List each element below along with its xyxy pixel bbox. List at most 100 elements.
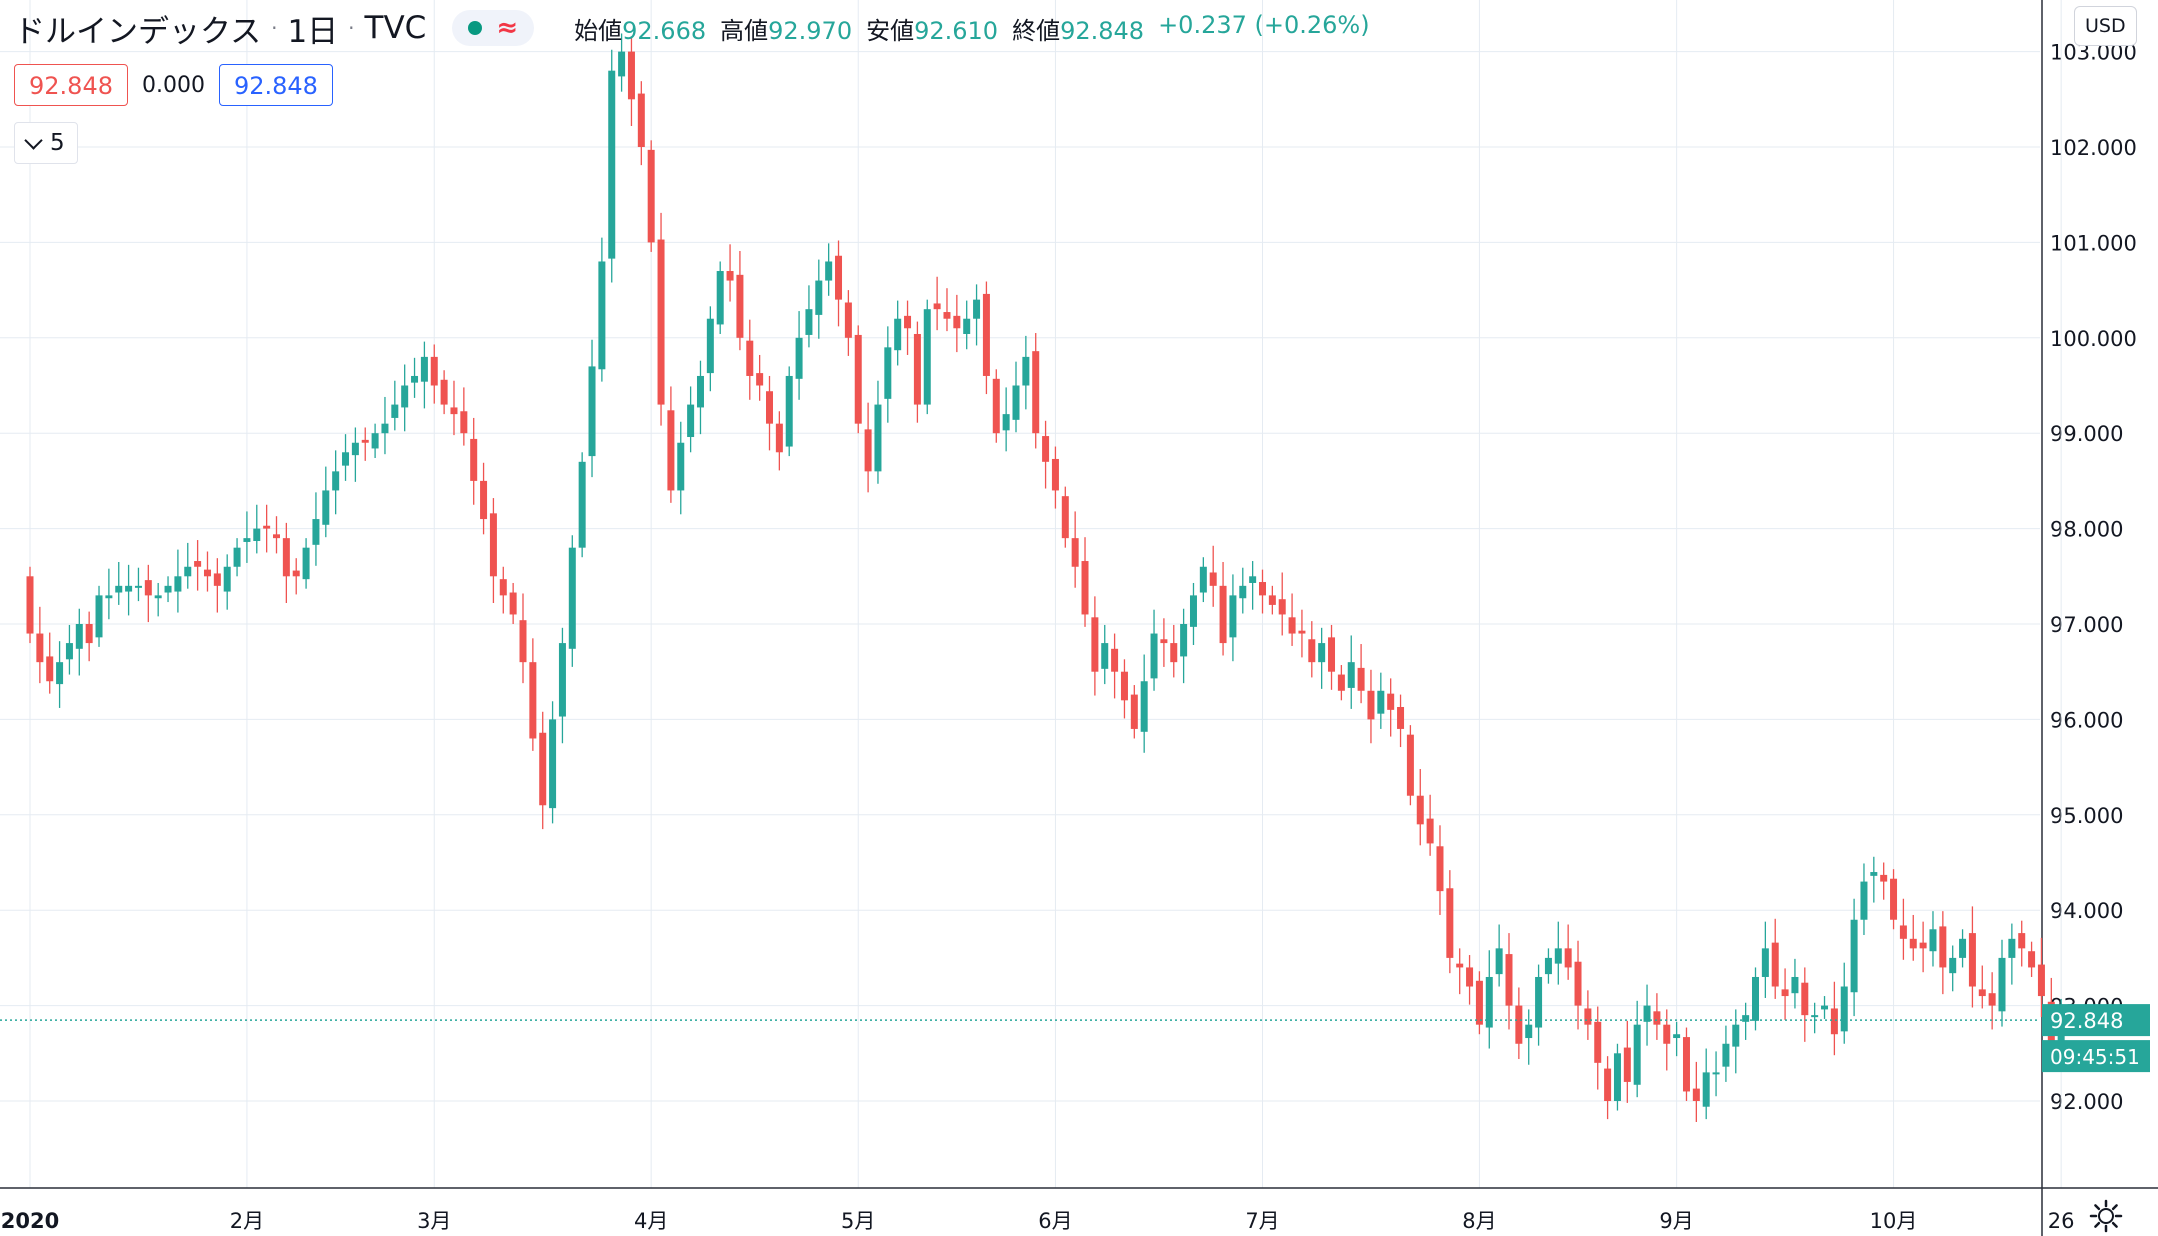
candle-body[interactable] [1761,948,1769,977]
candle-body[interactable] [1367,690,1375,720]
candle-body[interactable] [174,576,182,592]
candle-body[interactable] [1199,566,1207,593]
candle-body[interactable] [26,576,34,634]
candle-body[interactable] [687,404,695,438]
candle-body[interactable] [184,566,192,577]
candle-body[interactable] [1505,954,1513,1006]
candle-body[interactable] [1771,942,1779,987]
candle-body[interactable] [726,271,734,281]
candle-body[interactable] [322,490,330,525]
candle-body[interactable] [489,513,497,577]
candle-body[interactable] [1308,639,1316,663]
candle-body[interactable] [1594,1021,1602,1063]
candle-body[interactable] [1811,1015,1819,1018]
candle-body[interactable] [381,423,389,434]
candle-body[interactable] [144,580,152,596]
candle-body[interactable] [1880,874,1888,882]
candle-body[interactable] [1426,818,1434,844]
candle-body[interactable] [1278,599,1286,615]
candle-body[interactable] [1929,929,1937,952]
candle-body[interactable] [973,299,981,319]
candle-body[interactable] [1466,967,1474,987]
candle-body[interactable] [775,423,783,453]
candle-body[interactable] [1387,693,1395,710]
candle-body[interactable] [1495,948,1503,975]
candle-body[interactable] [371,433,379,449]
candle-body[interactable] [164,585,172,593]
candle-body[interactable] [716,271,724,325]
candle-body[interactable] [696,375,704,408]
candle-body[interactable] [411,375,419,383]
delayed-data-icon[interactable]: ≈ [496,13,519,43]
candle-body[interactable] [1180,624,1188,657]
candle-body[interactable] [105,595,113,599]
candle-body[interactable] [499,579,507,596]
candle-body[interactable] [1673,1034,1681,1039]
candle-body[interactable] [598,261,606,370]
candle-body[interactable] [1446,888,1454,958]
candle-body[interactable] [1613,1053,1621,1101]
candle-body[interactable] [884,347,892,399]
candle-body[interactable] [913,333,921,405]
candle-body[interactable] [746,340,754,376]
candle-body[interactable] [1012,385,1020,420]
candle-body[interactable] [529,662,537,739]
candle-body[interactable] [588,366,596,457]
candle-body[interactable] [992,378,1000,434]
settings-gear-icon[interactable] [2088,1198,2124,1234]
ask-box[interactable]: 92.848 [218,64,333,106]
candle-body[interactable] [351,442,359,456]
candle-body[interactable] [1357,667,1365,691]
candle-body[interactable] [1298,630,1306,634]
candle-body[interactable] [1742,1015,1750,1022]
candle-body[interactable] [1515,1005,1523,1044]
candle-body[interactable] [470,438,478,481]
candle-body[interactable] [1456,963,1464,968]
candle-body[interactable] [539,732,547,806]
candle-body[interactable] [815,280,823,315]
candle-body[interactable] [203,569,211,577]
market-status-dot-icon[interactable] [468,21,483,35]
candle-body[interactable] [46,656,54,682]
candle-body[interactable] [549,719,557,809]
candle-body[interactable] [2008,938,2016,958]
candle-body[interactable] [56,662,64,685]
candle-body[interactable] [1101,643,1109,669]
candle-body[interactable] [1564,948,1572,968]
candle-body[interactable] [1229,595,1237,638]
candle-body[interactable] [1544,957,1552,975]
candle-body[interactable] [440,379,448,405]
candle-body[interactable] [1850,919,1858,993]
candle-body[interactable] [657,239,665,405]
candle-body[interactable] [1268,595,1276,605]
candle-body[interactable] [1328,637,1336,672]
candle-body[interactable] [1959,938,1967,958]
candle-body[interactable] [736,274,744,338]
candle-body[interactable] [263,525,271,529]
candle-body[interactable] [1032,351,1040,434]
candle-body[interactable] [233,547,241,567]
candle-body[interactable] [65,643,73,660]
candle-body[interactable] [1189,595,1197,627]
candle-body[interactable] [460,411,468,434]
candle-body[interactable] [1890,878,1898,920]
candle-body[interactable] [134,585,142,588]
candle-body[interactable] [578,461,586,548]
candle-body[interactable] [292,570,300,577]
candle-body[interactable] [2018,933,2026,949]
candle-body[interactable] [1160,639,1168,644]
candle-body[interactable] [805,309,813,335]
candle-body[interactable] [1554,948,1562,964]
candle-body[interactable] [1170,643,1178,663]
candle-body[interactable] [1998,957,2006,1012]
candle-body[interactable] [677,442,685,491]
candle-body[interactable] [923,309,931,405]
candle-body[interactable] [1535,976,1543,1028]
candle-body[interactable] [608,70,616,259]
candle-body[interactable] [1899,925,1907,939]
candle-body[interactable] [795,337,803,379]
candle-body[interactable] [558,643,566,717]
candle-body[interactable] [1939,926,1947,968]
candle-body[interactable] [1071,538,1079,567]
candle-body[interactable] [1702,1072,1710,1107]
